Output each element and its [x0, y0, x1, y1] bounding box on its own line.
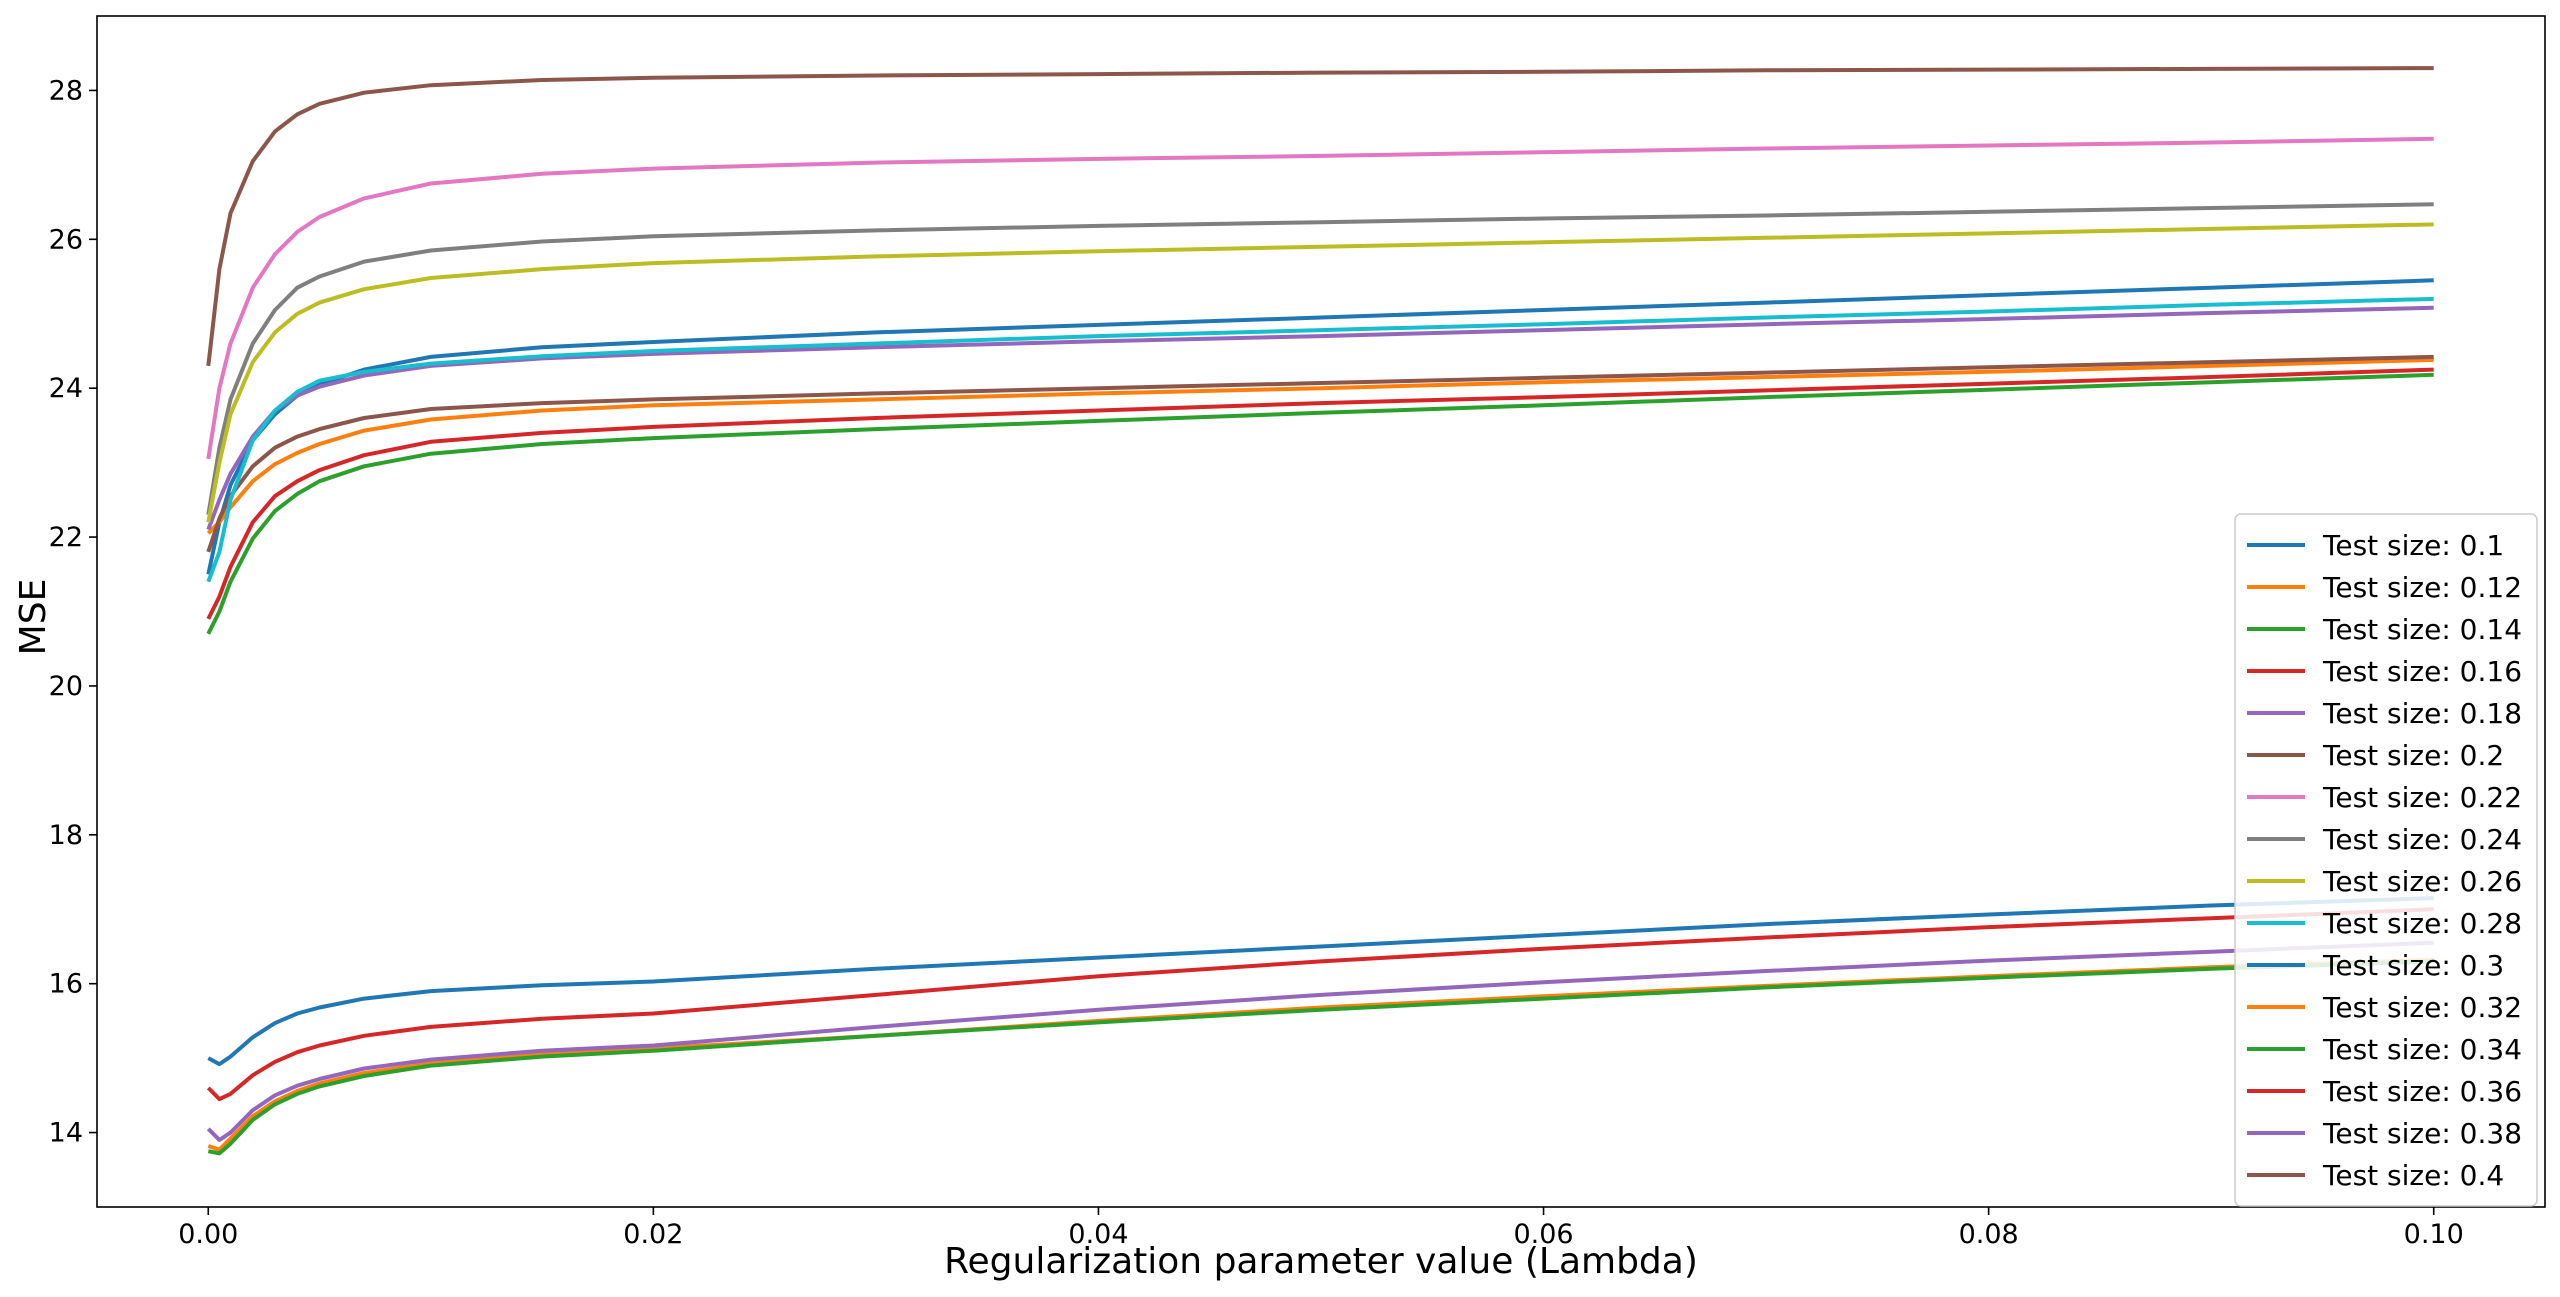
legend-label-5: Test size: 0.2: [2322, 739, 2504, 772]
series-lines: [206, 66, 2434, 1156]
y-tick-label: 22: [49, 522, 83, 553]
legend-label-8: Test size: 0.26: [2322, 865, 2522, 898]
y-axis-ticks: 14 16 18 20 22 24 26 28: [49, 75, 97, 1149]
series-line-12: [207, 959, 2434, 1156]
x-tick-label: 0.00: [178, 1219, 238, 1250]
y-tick-label: 28: [49, 75, 83, 106]
series-line-14: [206, 940, 2434, 1142]
y-tick-label: 24: [49, 373, 83, 404]
legend-label-10: Test size: 0.3: [2322, 949, 2504, 982]
y-tick-label: 14: [49, 1118, 83, 1149]
series-line-9: [206, 296, 2434, 583]
plot-frame: [96, 15, 2546, 1208]
x-tick-label: 0.04: [1068, 1219, 1128, 1250]
series-line-5: [206, 354, 2434, 553]
legend-label-1: Test size: 0.12: [2322, 571, 2522, 604]
series-line-7: [206, 202, 2434, 516]
series-line-8: [206, 222, 2434, 523]
y-tick-label: 20: [49, 671, 83, 702]
legend-label-4: Test size: 0.18: [2322, 697, 2522, 730]
legend-label-0: Test size: 0.1: [2322, 529, 2504, 562]
legend-label-6: Test size: 0.22: [2322, 781, 2522, 814]
y-tick-label: 26: [49, 224, 83, 255]
legend-box: [2234, 513, 2538, 1207]
y-tick-label: 18: [49, 820, 83, 851]
x-tick-label: 0.10: [2404, 1219, 2464, 1250]
y-axis-label: MSE: [13, 579, 54, 656]
x-axis-label: Regularization parameter value (Lambda): [944, 1241, 1698, 1282]
legend-label-11: Test size: 0.32: [2322, 991, 2522, 1024]
series-line-15: [206, 66, 2434, 367]
y-tick-label: 16: [49, 969, 83, 1000]
x-axis-ticks: 0.00 0.02 0.04 0.06 0.08 0.10: [178, 1207, 2464, 1250]
plot-background: [97, 16, 2545, 1207]
series-line-6: [206, 136, 2434, 460]
legend-label-14: Test size: 0.38: [2322, 1117, 2522, 1150]
x-tick-label: 0.06: [1513, 1219, 1573, 1250]
legend-label-12: Test size: 0.34: [2322, 1033, 2522, 1066]
legend-label-13: Test size: 0.36: [2322, 1075, 2522, 1108]
legend: Test size: 0.1 Test size: 0.12 Test size: …: [2234, 513, 2538, 1207]
series-line-10: [207, 896, 2434, 1067]
legend-label-2: Test size: 0.14: [2322, 613, 2522, 646]
x-tick-label: 0.08: [1959, 1219, 2019, 1250]
series-line-2: [206, 372, 2434, 635]
legend-label-3: Test size: 0.16: [2322, 655, 2522, 688]
series-line-13: [206, 907, 2434, 1102]
legend-label-9: Test size: 0.28: [2322, 907, 2522, 940]
x-tick-label: 0.02: [623, 1219, 683, 1250]
series-line-3: [206, 367, 2434, 620]
legend-label-7: Test size: 0.24: [2322, 823, 2522, 856]
series-line-4: [206, 305, 2434, 531]
series-line-1: [206, 357, 2434, 535]
legend-label-15: Test size: 0.4: [2322, 1159, 2504, 1192]
